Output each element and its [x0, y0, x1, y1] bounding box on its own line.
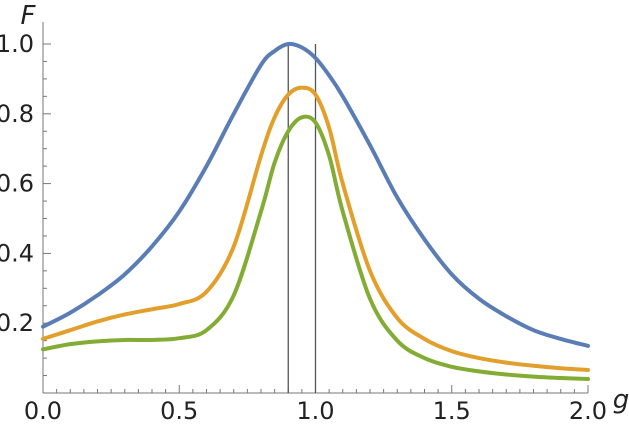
y-tick-label: 0.8	[0, 100, 34, 128]
y-tick-label: 0.4	[0, 239, 34, 267]
x-tick-label: 2.0	[569, 397, 607, 425]
y-tick-label: 0.2	[0, 309, 34, 337]
x-tick-label: 0.0	[24, 397, 62, 425]
series-line-1	[41, 41, 590, 348]
x-axis-title: g	[613, 385, 629, 415]
y-axis-title: F	[21, 1, 37, 31]
tick-labels: 0.0 0.5 1.0 1.5 2.0 0.2 0.4 0.6 0.8 1.0	[0, 30, 607, 425]
x-tick-label: 0.5	[160, 397, 198, 425]
x-tick-label: 1.5	[433, 397, 471, 425]
series-line-3	[41, 114, 590, 382]
reference-lines	[287, 44, 317, 393]
y-tick-label: 0.6	[0, 170, 34, 198]
y-tick-label: 1.0	[0, 30, 34, 58]
series-layer	[41, 41, 590, 382]
series-line-2	[41, 85, 590, 372]
x-tick-label: 1.0	[296, 397, 334, 425]
